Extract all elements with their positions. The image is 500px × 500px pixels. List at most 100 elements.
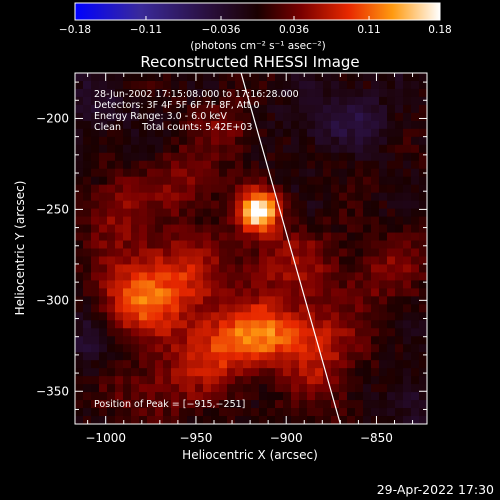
heatmap-cell: [291, 240, 300, 249]
heatmap-cell: [115, 360, 124, 369]
heatmap-cell: [315, 312, 324, 321]
heatmap-cell: [299, 88, 308, 98]
heatmap-cell: [91, 408, 100, 417]
colorbar-ticks: [74, 16, 441, 20]
heatmap-cell: [219, 256, 228, 265]
heatmap-cell: [195, 240, 204, 249]
heatmap-cell: [203, 288, 212, 297]
heatmap-cell: [75, 73, 84, 82]
heatmap-cell: [115, 104, 124, 114]
heatmap-cell: [187, 312, 196, 321]
heatmap-cell: [83, 136, 92, 146]
heatmap-cell: [131, 408, 140, 417]
heatmap-cell: [115, 240, 124, 249]
heatmap-cell: [419, 312, 427, 321]
heatmap-cell: [267, 144, 276, 154]
heatmap-cell: [115, 136, 124, 146]
heatmap-cell: [259, 184, 268, 194]
heatmap-cell: [331, 120, 340, 130]
y-tick-label: −200: [36, 111, 69, 125]
heatmap-cell: [355, 96, 364, 106]
heatmap-cell: [379, 112, 388, 122]
heatmap-cell: [195, 88, 204, 98]
heatmap-cell: [315, 224, 324, 233]
heatmap-cell: [283, 112, 292, 122]
heatmap-cell: [347, 184, 356, 194]
heatmap-cell: [331, 384, 340, 393]
heatmap-cell: [203, 264, 212, 273]
heatmap-cell: [403, 384, 412, 393]
heatmap-cell: [75, 384, 84, 393]
heatmap-cell: [179, 384, 188, 393]
heatmap-cell: [395, 416, 404, 424]
heatmap-cell: [155, 400, 164, 409]
heatmap-cell: [355, 408, 364, 417]
heatmap-cell: [395, 168, 404, 178]
heatmap-cell: [155, 416, 164, 424]
heatmap-cell: [267, 304, 276, 313]
heatmap-cell: [139, 288, 148, 297]
heatmap-cell: [403, 73, 412, 82]
heatmap-cell: [203, 208, 212, 217]
heatmap-cell: [315, 216, 324, 225]
heatmap-cell: [219, 144, 228, 154]
heatmap-cell: [419, 104, 427, 114]
heatmap-cell: [275, 336, 284, 345]
heatmap-cell: [371, 96, 380, 106]
heatmap-cell: [123, 80, 132, 90]
heatmap-cell: [115, 320, 124, 329]
heatmap-cell: [155, 288, 164, 297]
heatmap-cell: [219, 392, 228, 401]
heatmap-cell: [179, 336, 188, 345]
heatmap-cell: [131, 328, 140, 337]
heatmap-cell: [419, 128, 427, 138]
heatmap-cell: [115, 408, 124, 417]
heatmap-cell: [283, 160, 292, 170]
heatmap-cell: [179, 272, 188, 281]
heatmap-cell: [315, 120, 324, 130]
heatmap-cell: [171, 344, 180, 353]
heatmap-cell: [243, 144, 252, 154]
heatmap-cell: [403, 392, 412, 401]
heatmap-cell: [291, 392, 300, 401]
heatmap-cell: [251, 200, 260, 210]
heatmap-cell: [195, 288, 204, 297]
heatmap-cell: [115, 168, 124, 178]
heatmap-cell: [187, 96, 196, 106]
heatmap-cell: [363, 256, 372, 265]
heatmap-cell: [419, 232, 427, 241]
heatmap-cell: [227, 352, 236, 361]
heatmap-cell: [339, 384, 348, 393]
heatmap-cell: [323, 320, 332, 329]
heatmap-cell: [347, 120, 356, 130]
heatmap-cell: [315, 200, 324, 210]
heatmap-cell: [291, 88, 300, 98]
heatmap-cell: [163, 280, 172, 289]
heatmap-cell: [323, 208, 332, 217]
heatmap-cell: [251, 240, 260, 249]
heatmap-cell: [211, 104, 220, 114]
heatmap-cell: [91, 112, 100, 122]
heatmap-cell: [275, 152, 284, 162]
heatmap-cell: [251, 88, 260, 98]
heatmap-cell: [99, 152, 108, 162]
heatmap-cell: [171, 392, 180, 401]
heatmap-cell: [315, 408, 324, 417]
heatmap-cell: [227, 88, 236, 98]
heatmap-cell: [363, 104, 372, 114]
heatmap-cell: [251, 152, 260, 162]
heatmap-cell: [283, 96, 292, 106]
heatmap-cell: [307, 192, 316, 202]
heatmap-cell: [331, 224, 340, 233]
heatmap-cell: [115, 288, 124, 297]
heatmap-cell: [155, 80, 164, 90]
heatmap-cell: [219, 272, 228, 281]
heatmap-cell: [139, 144, 148, 154]
heatmap-cell: [419, 160, 427, 170]
heatmap-cell: [339, 264, 348, 273]
heatmap-cell: [323, 312, 332, 321]
heatmap-cell: [251, 288, 260, 297]
heatmap-cell: [155, 152, 164, 162]
heatmap-cell: [371, 360, 380, 369]
heatmap-cell: [387, 200, 396, 210]
